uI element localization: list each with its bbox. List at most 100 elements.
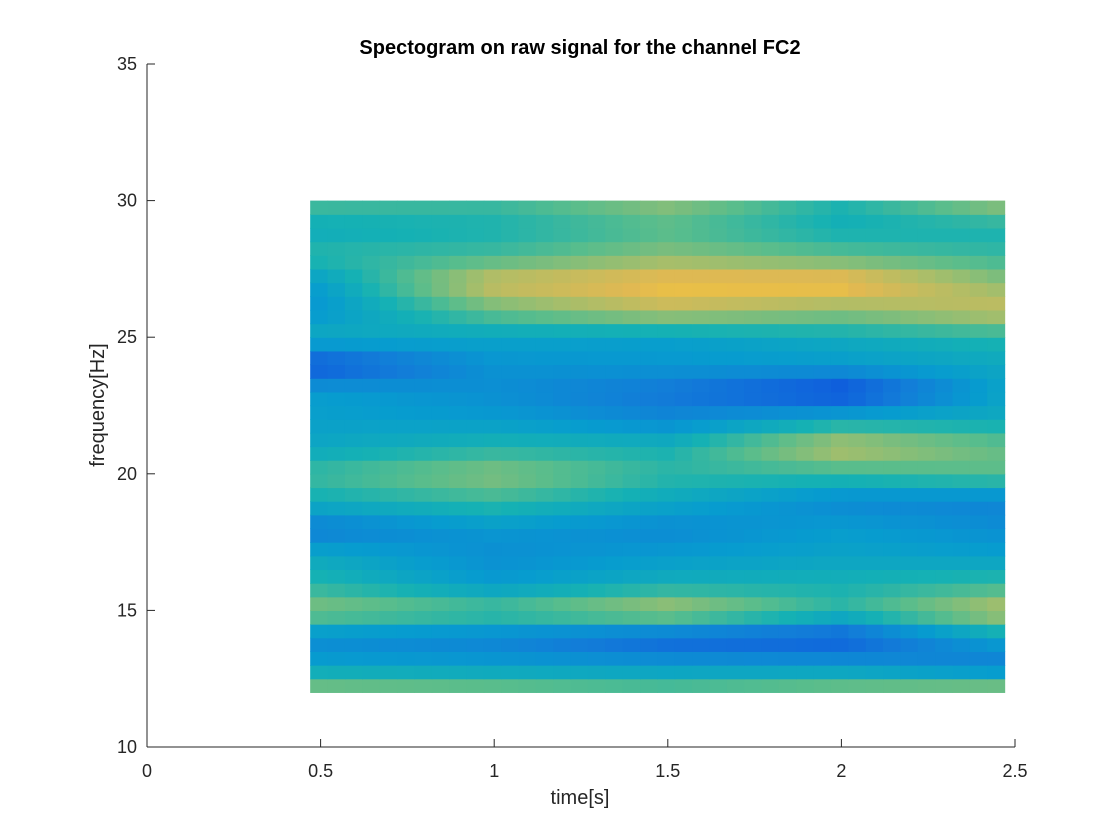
heatmap-cell (414, 542, 433, 557)
heatmap-cell (952, 583, 971, 598)
heatmap-cell (344, 391, 363, 407)
heatmap-cell (952, 514, 971, 530)
heatmap-cell (744, 665, 763, 680)
heatmap-cell (935, 487, 954, 502)
heatmap-cell (344, 337, 363, 352)
heatmap-cell (848, 473, 867, 489)
heatmap-cell (431, 637, 450, 652)
heatmap-cell (587, 432, 606, 448)
heatmap-cell (640, 665, 658, 680)
heatmap-cell (796, 610, 815, 625)
heatmap-cell (622, 200, 641, 215)
heatmap-cell (501, 255, 520, 270)
heatmap-cell (622, 350, 641, 366)
heatmap-cell (865, 501, 884, 516)
y-tick-label: 30 (117, 191, 137, 211)
heatmap-cell (535, 405, 554, 420)
heatmap-cell (952, 214, 971, 229)
heatmap-cell (362, 255, 381, 270)
heatmap-cell (414, 514, 433, 530)
heatmap-cell (813, 651, 832, 666)
heatmap-cell (414, 378, 433, 393)
heatmap-cell (414, 268, 433, 284)
heatmap-cell (744, 528, 763, 543)
heatmap-cell (657, 460, 676, 475)
heatmap-cell (987, 405, 1006, 420)
heatmap-cell (622, 487, 641, 502)
heatmap-cell (570, 350, 589, 366)
heatmap-cell (900, 555, 919, 571)
heatmap-cell (501, 350, 520, 366)
heatmap-cell (466, 528, 485, 543)
heatmap-cell (570, 624, 589, 639)
heatmap-cell (709, 460, 728, 475)
heatmap-cell (796, 378, 815, 393)
heatmap-cell (709, 255, 728, 270)
heatmap-cell (587, 268, 606, 284)
heatmap-cell (761, 296, 780, 311)
heatmap-cell (987, 665, 1006, 680)
heatmap-cell (709, 282, 728, 297)
heatmap-cell (778, 282, 797, 297)
heatmap-cell (761, 309, 780, 325)
heatmap-cell (553, 569, 572, 584)
heatmap-cell (865, 419, 884, 434)
heatmap-cell (848, 583, 867, 598)
heatmap-cell (362, 378, 381, 393)
heatmap-cell (848, 432, 867, 448)
heatmap-cell (535, 296, 554, 311)
heatmap-cell (830, 337, 849, 352)
heatmap-cell (761, 432, 780, 448)
heatmap-cell (605, 555, 624, 571)
heatmap-cell (449, 432, 468, 448)
heatmap-cell (431, 309, 450, 325)
heatmap-cell (830, 678, 849, 693)
heatmap-cell (483, 241, 502, 256)
heatmap-cell (900, 665, 919, 680)
heatmap-cell (709, 596, 728, 611)
heatmap-cell (640, 282, 658, 297)
heatmap-cell (692, 323, 711, 338)
heatmap-cell (987, 528, 1006, 543)
heatmap-cell (865, 214, 884, 229)
heatmap-cell (692, 214, 711, 229)
heatmap-cell (674, 555, 693, 571)
heatmap-cell (379, 610, 398, 625)
heatmap-cell (396, 432, 415, 448)
heatmap-cell (692, 583, 711, 598)
heatmap-cell (449, 323, 468, 338)
heatmap-cell (657, 678, 676, 693)
heatmap-cell (396, 583, 415, 598)
heatmap-cell (674, 473, 693, 489)
heatmap-cell (657, 446, 676, 461)
heatmap-cell (935, 610, 954, 625)
heatmap-cell (917, 378, 936, 393)
heatmap-cell (466, 678, 485, 693)
heatmap-cell (709, 214, 728, 229)
heatmap-cell (622, 542, 641, 557)
heatmap-cell (935, 405, 954, 420)
heatmap-cell (744, 323, 763, 338)
heatmap-cell (987, 460, 1006, 475)
heatmap-cell (362, 610, 381, 625)
heatmap-cell (987, 637, 1006, 652)
heatmap-cell (605, 200, 624, 215)
heatmap-cell (640, 419, 658, 434)
heatmap-cell (778, 514, 797, 530)
heatmap-cell (969, 405, 988, 420)
heatmap-cell (935, 528, 954, 543)
heatmap-cell (587, 651, 606, 666)
heatmap-cell (813, 432, 832, 448)
heatmap-cell (952, 227, 971, 243)
heatmap-cell (310, 255, 329, 270)
heatmap-cell (518, 555, 537, 571)
heatmap-cell (587, 528, 606, 543)
heatmap-cell (570, 555, 589, 571)
heatmap-cell (883, 542, 902, 557)
heatmap-cell (379, 624, 398, 639)
heatmap-cell (848, 610, 867, 625)
heatmap-cell (917, 514, 936, 530)
heatmap-cell (848, 651, 867, 666)
heatmap-cell (362, 569, 381, 584)
heatmap-cell (987, 514, 1006, 530)
